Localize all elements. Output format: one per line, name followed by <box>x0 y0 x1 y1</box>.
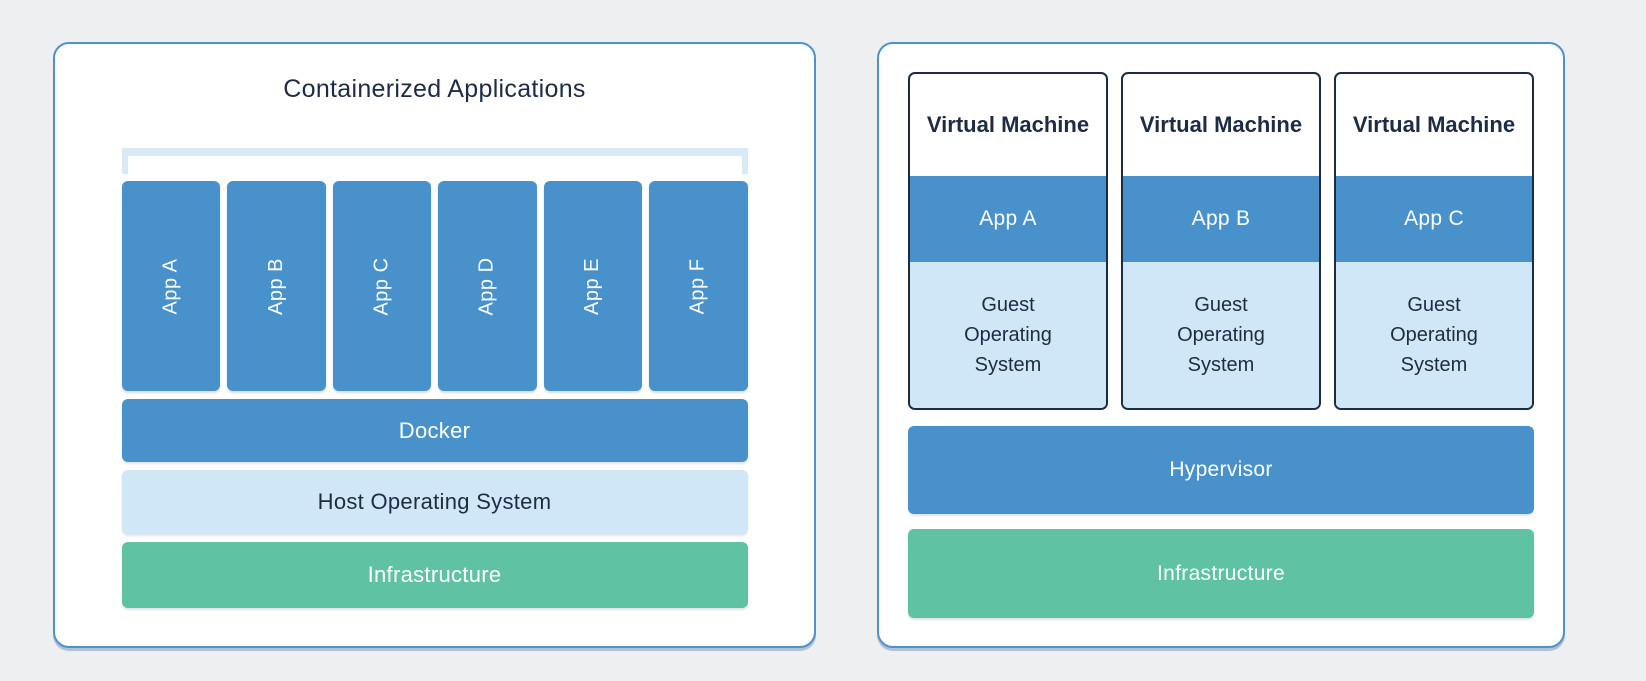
container-app-c: App C <box>332 181 431 391</box>
container-app-a: App A <box>121 181 220 391</box>
container-apps-row: App A App B App C App D App E App F <box>121 181 748 391</box>
container-app-f-label: App F <box>686 258 709 314</box>
vms-panel: Virtual Machine App A Guest Operating Sy… <box>877 42 1565 648</box>
vm-1-title: Virtual Machine <box>926 112 1090 137</box>
containers-panel-content: App A App B App C App D App E App F D <box>121 148 748 608</box>
container-app-a-label: App A <box>159 258 182 314</box>
containers-bracket <box>121 148 748 174</box>
vm-3-app-layer: App C <box>1336 176 1532 262</box>
container-app-b-label: App B <box>264 257 287 315</box>
vm-box-1: Virtual Machine App A Guest Operating Sy… <box>908 72 1108 410</box>
vm-box-3: Virtual Machine App C Guest Operating Sy… <box>1334 72 1534 410</box>
host-os-layer: Host Operating System <box>121 470 748 534</box>
vm-row: Virtual Machine App A Guest Operating Sy… <box>908 72 1534 410</box>
vm-3-title: Virtual Machine <box>1352 112 1516 137</box>
container-app-d: App D <box>438 181 537 391</box>
infrastructure-layer-left: Infrastructure <box>121 542 748 608</box>
vm-box-2: Virtual Machine App B Guest Operating Sy… <box>1121 72 1321 410</box>
container-app-e: App E <box>543 181 642 391</box>
hypervisor-layer: Hypervisor <box>908 426 1534 514</box>
container-app-c-label: App C <box>370 256 393 316</box>
container-app-e-label: App E <box>581 257 604 315</box>
vm-2-app-layer: App B <box>1123 176 1319 262</box>
vm-3-guest-os-layer: Guest Operating System <box>1336 262 1532 408</box>
vm-2-guest-os-label: Guest Operating System <box>1177 294 1265 376</box>
vm-1-guest-os-label: Guest Operating System <box>964 294 1052 376</box>
vm-3-guest-os-label: Guest Operating System <box>1390 294 1478 376</box>
container-app-d-label: App D <box>475 256 498 316</box>
containers-panel-title: Containerized Applications <box>283 75 586 103</box>
vm-1-guest-os-layer: Guest Operating System <box>910 262 1106 408</box>
vm-2-guest-os-layer: Guest Operating System <box>1123 262 1319 408</box>
containers-panel: Containerized Applications App A App B A… <box>53 42 816 648</box>
infrastructure-layer-right: Infrastructure <box>908 529 1534 618</box>
vms-panel-content: Virtual Machine App A Guest Operating Sy… <box>908 72 1534 618</box>
vm-1-app-layer: App A <box>910 176 1106 262</box>
container-app-f: App F <box>649 181 748 391</box>
docker-layer: Docker <box>121 399 748 462</box>
vm-2-title: Virtual Machine <box>1139 112 1303 137</box>
container-app-b: App B <box>227 181 326 391</box>
